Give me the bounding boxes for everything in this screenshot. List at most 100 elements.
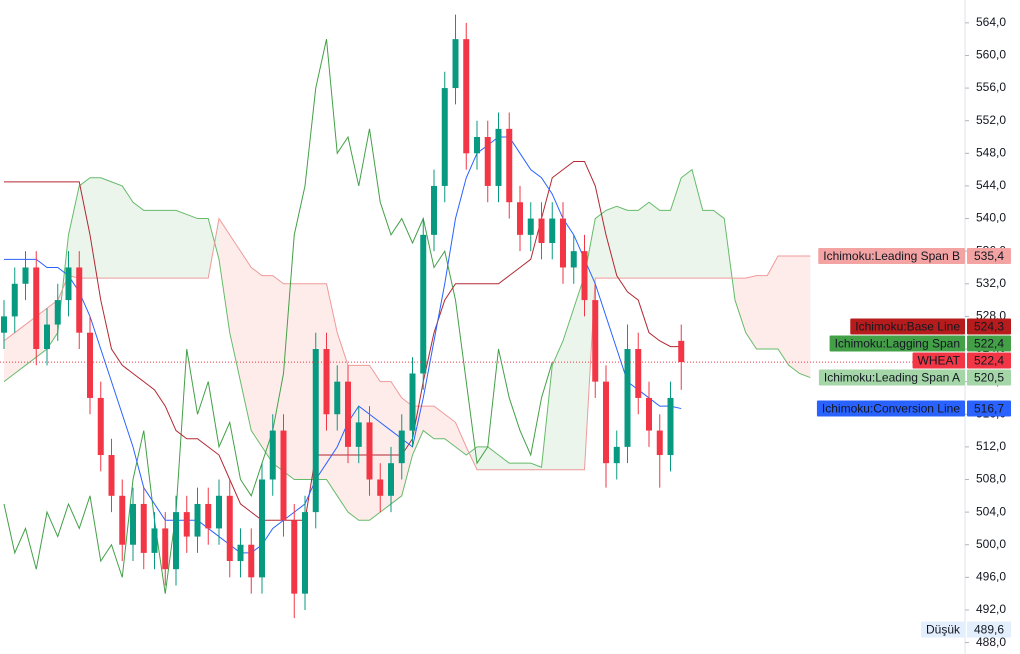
- y-tick-label: 496,0: [976, 570, 1006, 584]
- price-label-value-box: [967, 400, 1011, 417]
- price-label-name-box: [912, 352, 965, 369]
- price-label-value: 522,4: [974, 354, 1004, 368]
- candle-body: [291, 520, 298, 594]
- low-label: Düşük 489,6: [920, 621, 1011, 638]
- candle-body: [592, 300, 599, 382]
- cloud-fill: [692, 169, 703, 279]
- candle-body: [409, 373, 416, 431]
- indicator-line: [4, 160, 682, 521]
- candle-body: [1, 316, 7, 333]
- candle-body: [162, 528, 169, 570]
- cloud-fill: [487, 446, 499, 470]
- candle-body: [366, 422, 373, 480]
- cloud-fill: [122, 185, 133, 279]
- candle-body: [312, 349, 319, 513]
- price-label-value: 516,7: [974, 402, 1004, 416]
- candle-body: [334, 381, 341, 415]
- candle-body: [22, 267, 29, 284]
- candle-body: [603, 381, 609, 464]
- price-label-name: WHEAT: [918, 354, 961, 368]
- candle-body: [87, 332, 93, 398]
- price-label-name: Ichimoku:Leading Span B: [823, 249, 960, 263]
- price-label: Ichimoku:Base Line 524,3: [850, 318, 1011, 335]
- y-tick-label: 504,0: [976, 504, 1006, 518]
- candle-body: [237, 544, 244, 562]
- candle-body: [108, 455, 115, 496]
- candle-body: [560, 218, 566, 268]
- price-label-name-box: [829, 335, 965, 352]
- cloud-fill: [337, 332, 348, 513]
- y-tick-label: 508,0: [976, 472, 1006, 486]
- price-label-value-box: [967, 369, 1011, 386]
- price-label-name: Ichimoku:Lagging Span: [835, 337, 960, 351]
- cloud-fill: [659, 210, 671, 279]
- candle-body: [259, 479, 265, 578]
- cloud-fill: [219, 218, 230, 333]
- low-label-value-box: [967, 621, 1011, 638]
- low-label-name: Düşük: [926, 623, 961, 637]
- cloud-fill: [713, 210, 725, 279]
- cloud-fill: [79, 177, 90, 279]
- cloud-fill: [788, 256, 800, 374]
- price-label: Ichimoku:Conversion Line 516,7: [816, 400, 1011, 417]
- candle-body: [130, 503, 136, 545]
- candle-body: [549, 218, 556, 244]
- cloud-fill: [423, 406, 434, 439]
- y-tick-label: 540,0: [976, 211, 1006, 225]
- cloud-fill: [799, 256, 811, 378]
- candle-body: [463, 39, 470, 154]
- y-tick-label: 548,0: [976, 145, 1006, 159]
- cloud-fill: [14, 324, 26, 374]
- cloud-fill: [251, 267, 262, 447]
- cloud-fill: [530, 463, 542, 470]
- price-label-name-box: [850, 318, 965, 335]
- candle-body: [635, 349, 642, 398]
- candle-body: [248, 544, 255, 578]
- price-label: WHEAT 522,4: [912, 352, 1011, 369]
- candle-body: [431, 185, 437, 235]
- cloud-fill: [638, 202, 649, 279]
- price-label-name-box: [818, 369, 965, 386]
- candle-body: [646, 397, 652, 431]
- cloud-fill: [68, 185, 80, 279]
- candle-body: [441, 88, 448, 186]
- cloud-fill: [143, 210, 155, 279]
- y-tick-label: 544,0: [976, 178, 1006, 192]
- candle-body: [678, 340, 685, 363]
- cloud-fill: [240, 251, 252, 431]
- price-label-name-box: [816, 400, 965, 417]
- cloud-fill: [520, 463, 531, 470]
- cloud-fill: [606, 206, 617, 279]
- price-label-value: 520,5: [974, 371, 1004, 385]
- price-label-value: 524,3: [974, 320, 1004, 334]
- cloud-fill: [186, 214, 198, 279]
- price-label-value: 522,4: [974, 337, 1004, 351]
- candle-body: [194, 503, 201, 537]
- candle-body: [140, 503, 147, 553]
- cloud-fill: [477, 446, 488, 470]
- candle-body: [570, 251, 577, 268]
- candle-body: [656, 430, 663, 456]
- candle-body: [280, 430, 287, 521]
- candle-body: [345, 381, 351, 447]
- candle-body: [65, 267, 72, 301]
- cloud-fill: [756, 275, 768, 350]
- cloud-fill: [133, 202, 144, 279]
- cloud-fill: [262, 275, 273, 464]
- cloud-fill: [595, 210, 606, 279]
- cloud-fill: [358, 365, 370, 521]
- price-label-value-box: [967, 248, 1011, 265]
- price-label: Ichimoku:Lagging Span 522,4: [829, 335, 1011, 352]
- candle-body: [495, 128, 502, 186]
- cloud-fill: [90, 177, 101, 279]
- candle-body: [183, 512, 190, 537]
- y-tick-label: 500,0: [976, 537, 1006, 551]
- cloud-fill: [573, 275, 585, 470]
- cloud-fill: [165, 210, 176, 279]
- y-tick-label: 552,0: [976, 113, 1006, 127]
- price-label-value-box: [967, 352, 1011, 369]
- cloud-fill: [681, 169, 692, 279]
- cloud-fill: [444, 414, 456, 447]
- cloud-fill: [4, 332, 15, 382]
